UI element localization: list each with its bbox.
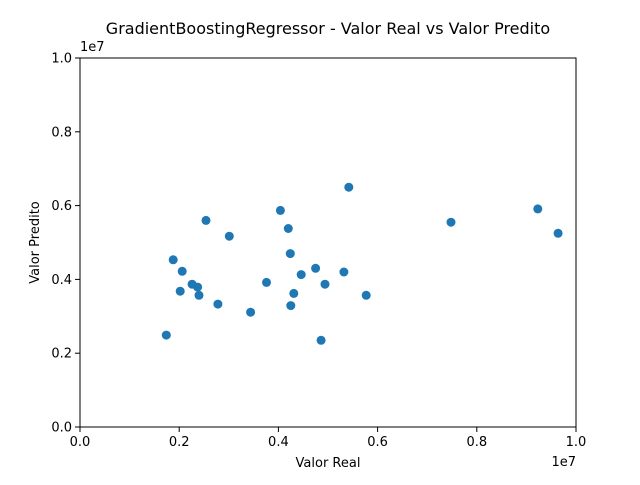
x-tick-label: 0.4 xyxy=(268,435,289,450)
y-tick-label: 0.2 xyxy=(51,347,72,362)
data-point xyxy=(213,299,223,309)
data-point xyxy=(311,263,321,273)
y-tick-label: 0.8 xyxy=(51,125,72,140)
x-tick-label: 1.0 xyxy=(566,435,587,450)
x-axis-offset-label: 1e7 xyxy=(551,455,576,470)
data-point xyxy=(289,288,299,298)
data-point xyxy=(286,301,296,311)
data-point xyxy=(553,228,563,238)
y-tick-label: 0.6 xyxy=(51,199,72,214)
data-point xyxy=(168,255,178,265)
data-point xyxy=(446,217,456,227)
data-point xyxy=(177,266,187,276)
x-tick-label: 0.6 xyxy=(367,435,388,450)
y-tick-label: 1.0 xyxy=(51,52,72,67)
y-tick-label: 0.0 xyxy=(51,421,72,436)
data-point xyxy=(193,282,203,292)
plot-frame xyxy=(79,57,577,428)
data-point xyxy=(285,249,295,259)
x-tick-label: 0.2 xyxy=(169,435,190,450)
data-points xyxy=(161,182,563,345)
data-point xyxy=(320,279,330,289)
data-point xyxy=(296,270,306,280)
data-point xyxy=(283,224,293,233)
data-point xyxy=(175,286,185,296)
x-axis-label: Valor Real xyxy=(296,456,361,471)
y-axis-ticks: 0.0 0.2 0.4 0.6 0.8 1.0 xyxy=(51,52,80,436)
data-point xyxy=(262,277,271,287)
x-tick-label: 0.0 xyxy=(70,435,91,450)
x-tick-label: 0.8 xyxy=(466,435,487,450)
chart-title: GradientBoostingRegressor - Valor Real v… xyxy=(106,19,550,38)
data-point xyxy=(533,204,543,214)
data-point xyxy=(344,182,354,192)
y-axis-offset-label: 1e7 xyxy=(80,40,105,55)
data-point xyxy=(275,205,285,215)
y-axis-label: Valor Predito xyxy=(28,201,43,284)
y-tick-label: 0.4 xyxy=(51,273,72,288)
data-point xyxy=(194,290,204,300)
data-point xyxy=(316,335,326,345)
x-axis-ticks: 0.0 0.2 0.4 0.6 0.8 1.0 xyxy=(70,427,587,450)
data-point xyxy=(361,290,371,300)
data-point xyxy=(246,307,256,317)
data-point xyxy=(161,330,171,340)
data-point xyxy=(339,267,349,277)
data-point xyxy=(201,215,211,225)
data-point xyxy=(224,231,234,241)
